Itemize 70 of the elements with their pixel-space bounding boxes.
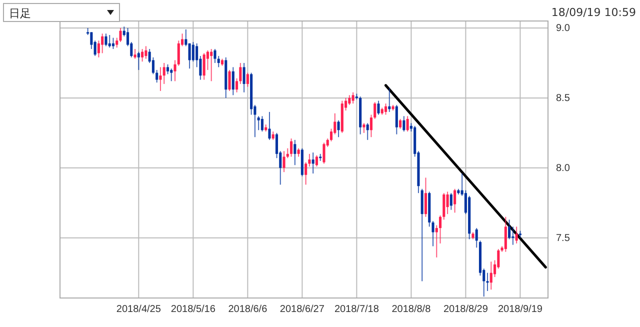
candlestick (282, 150, 286, 173)
candlestick (101, 33, 104, 54)
candlestick (202, 52, 206, 80)
candlestick (435, 224, 438, 258)
candlestick (260, 116, 264, 132)
candlestick (210, 48, 213, 82)
candlestick (246, 72, 249, 88)
candlestick (362, 122, 366, 134)
candlestick (134, 48, 136, 60)
candlestick (450, 192, 452, 210)
candlestick (322, 142, 326, 164)
candlestick (228, 69, 231, 92)
x-tick-label: 2018/5/16 (170, 304, 216, 316)
candlestick (188, 42, 191, 70)
candlestick (137, 51, 140, 70)
candlestick (294, 139, 296, 166)
y-tick-label: 9.0 (556, 23, 570, 34)
candlestick (454, 188, 456, 214)
dropdown-field: 日足 (3, 3, 120, 22)
candlestick (170, 68, 173, 82)
x-tick-label: 2018/9/19 (498, 304, 543, 316)
candlestick (242, 62, 246, 93)
candlestick (232, 66, 234, 96)
candlestick (395, 104, 398, 135)
candlestick (446, 191, 449, 215)
candlestick (104, 33, 108, 47)
x-tick-label: 2018/4/25 (116, 304, 162, 316)
candlestick (214, 48, 216, 64)
candlestick (370, 114, 372, 138)
candlestick (399, 118, 402, 130)
candlestick (490, 261, 492, 290)
x-tick-label: 2018/8/29 (443, 304, 488, 316)
x-tick-label: 2018/6/6 (228, 304, 268, 316)
candlestick (159, 66, 162, 92)
candlestick (257, 116, 260, 131)
candlestick (268, 111, 271, 140)
candlestick (290, 138, 293, 158)
candlestick (97, 40, 100, 58)
candlestick (312, 152, 314, 174)
candlestick (304, 162, 308, 186)
candlestick (406, 116, 409, 132)
candlestick (384, 103, 388, 116)
candlestick (377, 100, 380, 116)
x-tick-label: 2018/6/27 (280, 304, 325, 316)
candlestick (512, 226, 514, 246)
x-tick-label: 2018/7/18 (334, 304, 380, 316)
candlestick (337, 120, 340, 138)
candlestick (162, 62, 166, 84)
candlestick (192, 41, 194, 62)
candlestick (156, 69, 158, 84)
x-tick-label: 2018/8/8 (392, 304, 432, 316)
candlestick (352, 92, 354, 104)
candlestick (144, 46, 148, 60)
candlestick (217, 55, 220, 68)
candlestick (166, 64, 170, 75)
candlestick (315, 154, 318, 167)
candlestick (424, 177, 427, 218)
candlestick (508, 219, 511, 240)
candlestick (475, 228, 478, 248)
candlestick (420, 188, 424, 282)
candlestick (504, 216, 507, 252)
y-tick-label: 7.5 (556, 233, 570, 244)
candlestick (141, 48, 144, 62)
y-tick-label: 8.5 (556, 93, 570, 104)
candlestick (402, 116, 406, 132)
candlestick (515, 226, 518, 244)
candlestick (374, 102, 376, 120)
y-tick-label: 8.0 (556, 163, 570, 174)
candlestick (366, 122, 369, 140)
text: 18/09/19 10:59 (551, 6, 636, 19)
